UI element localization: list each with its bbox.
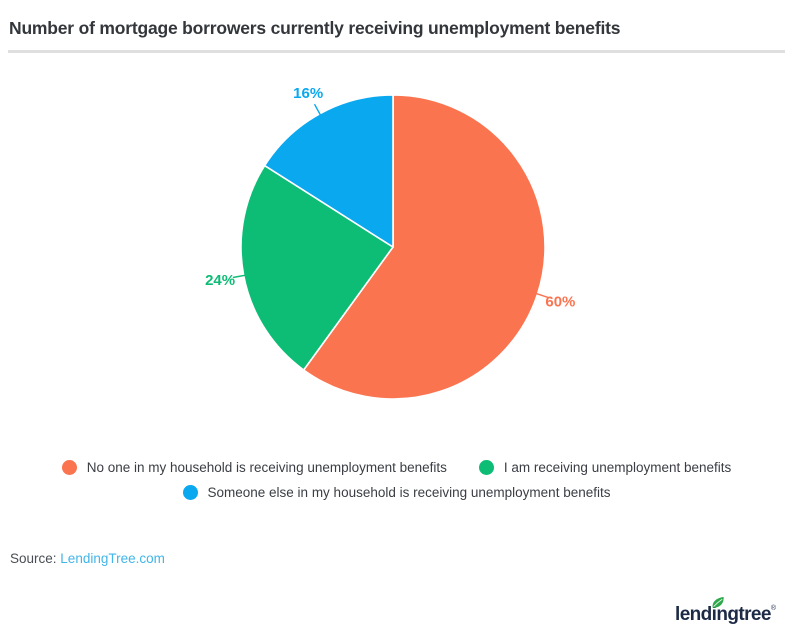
pie-percentage-label: 16% bbox=[293, 85, 323, 102]
chart-title: Number of mortgage borrowers currently r… bbox=[9, 18, 621, 38]
legend-item: I am receiving unemployment benefits bbox=[478, 460, 732, 475]
pie-label-leader-line bbox=[313, 103, 324, 120]
legend-dot-icon bbox=[478, 460, 494, 475]
legend-label: Someone else in my household is receivin… bbox=[207, 485, 611, 500]
pie-label-leader-line bbox=[531, 291, 549, 299]
legend-dot-icon bbox=[182, 485, 198, 500]
legend-row: Someone else in my household is receivin… bbox=[182, 485, 611, 500]
source-link[interactable]: LendingTree.com bbox=[60, 551, 165, 566]
legend-label: No one in my household is receiving unem… bbox=[86, 460, 447, 475]
leaf-icon bbox=[712, 596, 724, 608]
legend-item: No one in my household is receiving unem… bbox=[61, 460, 447, 475]
leaf-vein bbox=[713, 598, 723, 607]
source-line: Source: LendingTree.com bbox=[10, 551, 165, 566]
divider bbox=[8, 50, 785, 53]
pie-percentage-label: 60% bbox=[545, 293, 575, 310]
pie-label-leader-line bbox=[232, 273, 250, 279]
source-label: Source: bbox=[10, 551, 57, 566]
chart-legend: No one in my household is receiving unem… bbox=[0, 460, 793, 500]
legend-row: No one in my household is receiving unem… bbox=[61, 460, 732, 475]
pie-percentage-label: 24% bbox=[205, 272, 235, 289]
lendingtree-logo: lendingtree® bbox=[675, 596, 776, 625]
pie-chart: 60% 24% 16% bbox=[205, 85, 575, 400]
logo-text: lendingtree bbox=[675, 604, 771, 625]
legend-label: I am receiving unemployment benefits bbox=[503, 460, 732, 475]
logo-registered-mark: ® bbox=[770, 605, 776, 612]
legend-dot-icon bbox=[61, 460, 77, 475]
legend-item: Someone else in my household is receivin… bbox=[182, 485, 611, 500]
